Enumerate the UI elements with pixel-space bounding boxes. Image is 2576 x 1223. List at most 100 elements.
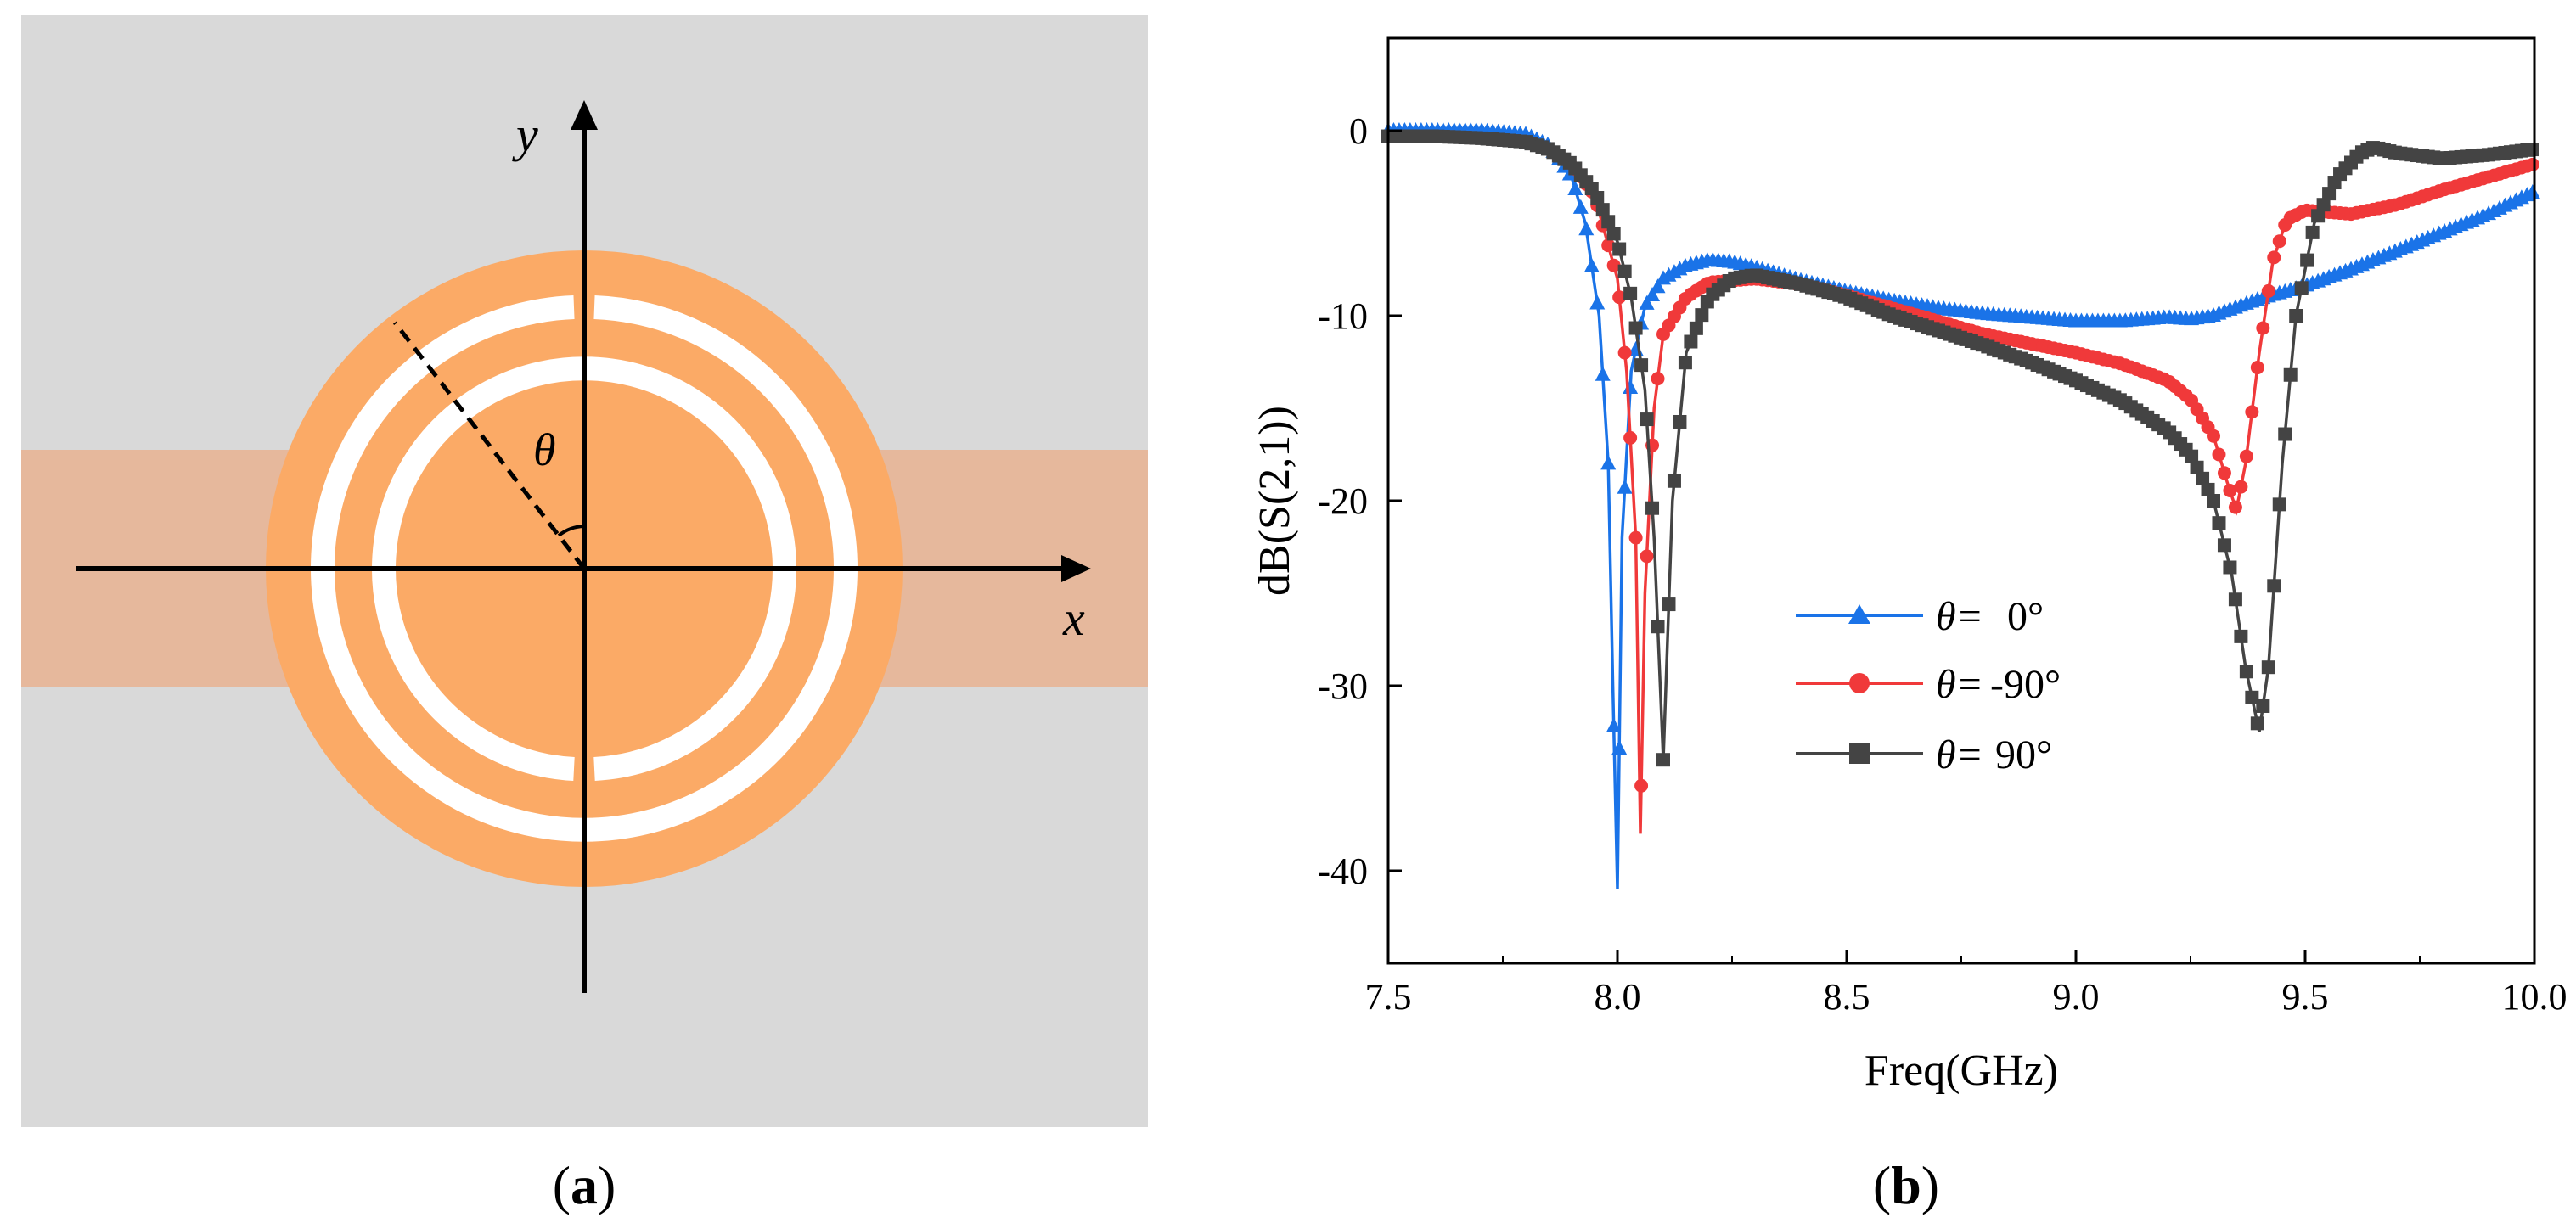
legend-marker-2	[1849, 743, 1870, 764]
series-0-marker	[1623, 379, 1639, 395]
angle-label: θ	[533, 424, 556, 475]
series-2-marker	[1684, 334, 1698, 349]
x-axis-title: Freq(GHz)	[1865, 1046, 2058, 1095]
x-tick-label-1: 8.0	[1595, 976, 1641, 1018]
x-axis-arrowhead	[1061, 555, 1091, 582]
series-2	[1381, 129, 2539, 767]
series-0-marker	[1578, 221, 1595, 236]
legend-prefix-2: θ=	[1936, 732, 1983, 777]
x-axis-label: x	[1062, 591, 1085, 646]
series-2-marker	[2185, 449, 2199, 463]
series-line-1	[1388, 134, 2535, 834]
series-0-marker	[1600, 455, 1617, 470]
series-2-marker	[1678, 356, 1692, 370]
x-tick-label-4: 9.5	[2282, 976, 2329, 1018]
legend-entry-1: θ= -90°	[1796, 662, 2061, 707]
series-2-marker	[1673, 414, 1687, 429]
series-1-marker	[2250, 361, 2264, 375]
series-2-marker	[2305, 225, 2320, 239]
y-axis-arrowhead	[571, 100, 598, 130]
legend: θ= 0° θ= -90° θ= 90°	[1796, 594, 2061, 777]
x-tick-label-2: 8.5	[1824, 976, 1870, 1018]
legend-label-2: θ= 90°	[1936, 732, 2052, 777]
series-2-marker	[2212, 516, 2226, 530]
y-tick-label-2: -20	[1318, 480, 1368, 522]
legend-prefix-1: θ=	[1936, 662, 1983, 707]
series-1	[1381, 129, 2539, 834]
x-tick-label-5: 10.0	[2502, 976, 2568, 1018]
series-0-marker	[1589, 295, 1606, 310]
y-tick-label-1: -10	[1318, 295, 1368, 337]
series-0-marker	[1611, 740, 1628, 755]
series-1-marker	[2256, 321, 2270, 335]
series-1-marker	[2207, 429, 2220, 443]
panel-a-caption-letter: a	[571, 1155, 598, 1215]
series-2-marker	[2267, 579, 2281, 593]
panel-a-caption: (a)	[553, 1155, 616, 1215]
legend-label-1: θ= -90°	[1936, 662, 2061, 707]
series-2-marker	[2223, 560, 2237, 575]
series-2-marker	[1590, 191, 1605, 205]
legend-name-0: 0°	[2007, 594, 2044, 639]
series-2-marker	[1689, 321, 1703, 335]
series-2-marker	[2294, 281, 2309, 295]
series-1-marker	[2228, 500, 2242, 514]
series-0-marker	[1595, 366, 1611, 381]
series-0-marker	[1645, 287, 1661, 302]
series-2-marker	[2228, 592, 2242, 607]
series-2-marker	[2261, 660, 2275, 675]
y-tick-label-4: -40	[1318, 850, 1368, 892]
series-1-marker	[2223, 484, 2237, 498]
legend-label-0: θ= 0°	[1936, 594, 2044, 639]
series-1-marker	[1623, 430, 1638, 445]
series-2-marker	[1617, 264, 1632, 278]
series-layer	[1381, 122, 2540, 889]
series-0-marker	[1583, 257, 1600, 272]
series-2-marker	[1651, 620, 1665, 634]
series-2-marker	[1695, 308, 1709, 323]
series-2-marker	[2201, 482, 2215, 496]
panel-a-caption-close: )	[598, 1155, 616, 1215]
angle-reference-line	[393, 321, 586, 570]
series-2-marker	[2190, 460, 2204, 474]
series-2-marker	[2239, 665, 2253, 679]
legend-entry-2: θ= 90°	[1796, 732, 2052, 777]
y-tick-label-0: 0	[1349, 110, 1368, 152]
series-1-marker	[2272, 234, 2286, 249]
series-2-marker	[2272, 497, 2286, 512]
series-0-marker	[1606, 717, 1622, 732]
legend-name-2: 90°	[1995, 732, 2052, 777]
series-2-marker	[1606, 227, 1621, 241]
series-2-marker	[2289, 309, 2303, 323]
series-2-marker	[2322, 187, 2337, 201]
series-0-marker	[2524, 183, 2540, 199]
series-2-marker	[1656, 753, 1670, 767]
legend-entry-0: θ= 0°	[1796, 594, 2044, 639]
y-axis-title: dB(S(2,1))	[1251, 406, 1299, 596]
series-2-marker	[1623, 286, 1638, 300]
panel-b-caption: (b)	[1873, 1155, 1939, 1215]
series-2-marker	[2245, 690, 2259, 704]
series-1-marker	[2234, 480, 2248, 494]
series-2-marker	[2256, 698, 2270, 713]
series-2-marker	[2217, 538, 2231, 553]
series-2-marker	[2250, 716, 2264, 731]
series-2-marker	[1628, 321, 1643, 335]
legend-marker-0	[1848, 604, 1870, 624]
series-2-marker	[2311, 209, 2326, 223]
panel-b: 7.5 8.0 8.5 9.0 9.5 10.0 0 -10 -20 -30 -40 Freq(GH…	[1251, 36, 2568, 1215]
series-2-marker	[1645, 501, 1660, 515]
series-2-marker	[2207, 494, 2220, 508]
plot-frame	[1386, 36, 2536, 965]
series-0-marker	[1572, 199, 1589, 214]
series-1-marker	[2217, 466, 2231, 480]
series-1-marker	[1628, 530, 1643, 545]
series-2-marker	[2316, 198, 2331, 212]
x-tick-label-3: 9.0	[2053, 976, 2100, 1018]
series-2-marker	[2525, 143, 2539, 157]
series-1-marker	[1606, 258, 1621, 272]
panel-b-caption-open: (	[1873, 1155, 1891, 1215]
series-1-marker	[1612, 290, 1627, 305]
series-1-marker	[1601, 238, 1616, 253]
series-1-marker	[1651, 372, 1665, 386]
